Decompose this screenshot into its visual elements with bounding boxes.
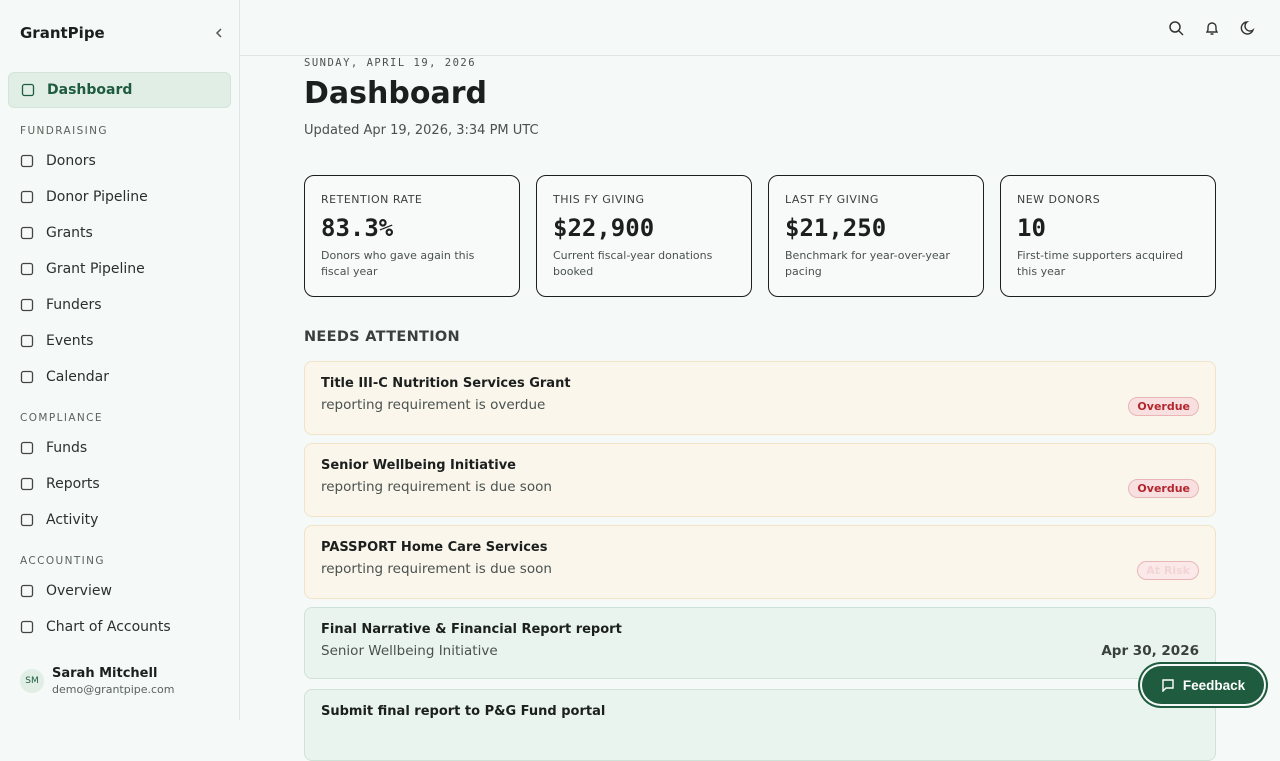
section-title: NEEDS ATTENTION bbox=[304, 329, 460, 345]
nav-icon bbox=[20, 477, 34, 491]
item-title: PASSPORT Home Care Services bbox=[321, 540, 548, 555]
nav-item[interactable]: Dashboard bbox=[8, 72, 231, 108]
stat-card: NEW DONORS 10 First-time supporters acquir… bbox=[1000, 175, 1216, 297]
stat-note: Benchmark for year-over-year pacing bbox=[785, 249, 950, 278]
nav-icon bbox=[20, 190, 34, 204]
item-subtitle: reporting requirement is due soon bbox=[321, 561, 552, 577]
nav-label: Activity bbox=[46, 512, 99, 528]
stat-card: THIS FY GIVING $22,900 Current fiscal-year… bbox=[536, 175, 752, 297]
page-title: Dashboard bbox=[304, 76, 487, 111]
due-date: Apr 30, 2026 bbox=[1101, 643, 1199, 659]
collapse-button[interactable] bbox=[212, 26, 226, 40]
updated: Updated Apr 19, 2026, 3:34 PM UTC bbox=[304, 123, 539, 138]
nav-label: Donors bbox=[46, 153, 96, 169]
nav-icon bbox=[20, 298, 34, 312]
theme-toggle[interactable] bbox=[1240, 20, 1256, 36]
nav-item[interactable]: Funders bbox=[8, 287, 231, 323]
status-badge: Overdue bbox=[1128, 397, 1199, 416]
sidebar: GrantPipe Dashboard FUNDRAISING Donors Dono… bbox=[0, 0, 240, 720]
nav-icon bbox=[20, 226, 34, 240]
status-badge: Overdue bbox=[1128, 479, 1199, 498]
stat-card: LAST FY GIVING $21,250 Benchmark for year-… bbox=[768, 175, 984, 297]
nav-label: Funders bbox=[46, 297, 102, 313]
item-subtitle: Senior Wellbeing Initiative bbox=[321, 643, 498, 659]
nav-item[interactable]: Events bbox=[8, 323, 231, 359]
nav-item[interactable]: Activity bbox=[8, 502, 231, 538]
stat-note: First-time supporters acquired this year bbox=[1017, 249, 1184, 278]
nav-icon bbox=[20, 334, 34, 348]
attention-item[interactable]: Final Narrative & Financial Report repor… bbox=[304, 607, 1216, 679]
nav-label: Grant Pipeline bbox=[46, 261, 145, 277]
nav-icon bbox=[20, 154, 34, 168]
brand[interactable]: GrantPipe bbox=[20, 24, 105, 42]
stat-label: NEW DONORS bbox=[1017, 193, 1101, 206]
stat-note: Donors who gave again this fiscal year bbox=[321, 249, 475, 278]
section-label: FUNDRAISING bbox=[20, 125, 108, 137]
user-name: Sarah Mitchell bbox=[52, 666, 158, 681]
avatar: SM bbox=[20, 669, 44, 693]
nav-icon bbox=[20, 620, 34, 634]
status-badge: At Risk bbox=[1137, 561, 1199, 580]
stat-label: RETENTION RATE bbox=[321, 193, 423, 206]
nav-item[interactable]: Grant Pipeline bbox=[8, 251, 231, 287]
nav-item[interactable]: Reports bbox=[8, 466, 231, 502]
nav-label: Funds bbox=[46, 440, 88, 456]
date: SUNDAY, APRIL 19, 2026 bbox=[304, 57, 477, 69]
attention-item[interactable]: PASSPORT Home Care Services reporting req… bbox=[304, 525, 1216, 599]
nav-label: Chart of Accounts bbox=[46, 619, 171, 635]
item-title: Title III-C Nutrition Services Grant bbox=[321, 376, 571, 391]
nav-icon bbox=[20, 441, 34, 455]
section-label: ACCOUNTING bbox=[20, 555, 105, 567]
item-subtitle: reporting requirement is due soon bbox=[321, 479, 552, 495]
nav-label: Grants bbox=[46, 225, 93, 241]
stat-value: 83.3% bbox=[321, 214, 394, 242]
nav-item[interactable]: Chart of Accounts bbox=[8, 609, 231, 645]
item-subtitle: reporting requirement is overdue bbox=[321, 397, 546, 413]
nav-icon bbox=[20, 370, 34, 384]
attention-item[interactable]: Title III-C Nutrition Services Grant repo… bbox=[304, 361, 1216, 435]
nav-icon bbox=[20, 584, 34, 598]
feedback-icon bbox=[1162, 679, 1174, 692]
nav-label: Dashboard bbox=[47, 82, 133, 98]
nav-item[interactable]: Calendar bbox=[8, 359, 231, 395]
section-label: COMPLIANCE bbox=[20, 412, 103, 424]
search-button[interactable] bbox=[1168, 20, 1184, 36]
nav-label: Events bbox=[46, 333, 94, 349]
item-title: Submit final report to P&G Fund portal bbox=[321, 704, 606, 719]
feedback-button[interactable]: Feedback bbox=[1142, 666, 1264, 704]
stat-label: LAST FY GIVING bbox=[785, 193, 879, 206]
stat-value: $21,250 bbox=[785, 214, 887, 242]
nav-label: Calendar bbox=[46, 369, 109, 385]
user-menu[interactable]: SM Sarah Mitchell demo@grantpipe.com bbox=[20, 666, 175, 696]
nav-label: Donor Pipeline bbox=[46, 189, 148, 205]
item-title: Senior Wellbeing Initiative bbox=[321, 458, 516, 473]
attention-item[interactable]: Submit final report to P&G Fund portal bbox=[304, 689, 1216, 761]
stat-value: $22,900 bbox=[553, 214, 655, 242]
nav-label: Reports bbox=[46, 476, 100, 492]
nav-item[interactable]: Overview bbox=[8, 573, 231, 609]
nav-label: Overview bbox=[46, 583, 112, 599]
nav-item[interactable]: Donor Pipeline bbox=[8, 179, 231, 215]
stat-value: 10 bbox=[1017, 214, 1046, 242]
nav-icon bbox=[20, 513, 34, 527]
user-email: demo@grantpipe.com bbox=[52, 683, 175, 696]
stat-label: THIS FY GIVING bbox=[553, 193, 645, 206]
stat-card: RETENTION RATE 83.3% Donors who gave again… bbox=[304, 175, 520, 297]
attention-item[interactable]: Senior Wellbeing Initiative reporting req… bbox=[304, 443, 1216, 517]
nav-item[interactable]: Donors bbox=[8, 143, 231, 179]
nav-icon bbox=[20, 262, 34, 276]
item-title: Final Narrative & Financial Report repor… bbox=[321, 622, 622, 637]
nav-item[interactable]: Grants bbox=[8, 215, 231, 251]
stat-note: Current fiscal-year donations booked bbox=[553, 249, 713, 278]
user-text: Sarah Mitchell demo@grantpipe.com bbox=[52, 666, 175, 696]
nav-item[interactable]: Funds bbox=[8, 430, 231, 466]
notifications-button[interactable] bbox=[1204, 20, 1220, 36]
nav-icon bbox=[21, 83, 35, 97]
top-bar bbox=[240, 0, 1280, 56]
feedback-label: Feedback bbox=[1182, 677, 1246, 693]
